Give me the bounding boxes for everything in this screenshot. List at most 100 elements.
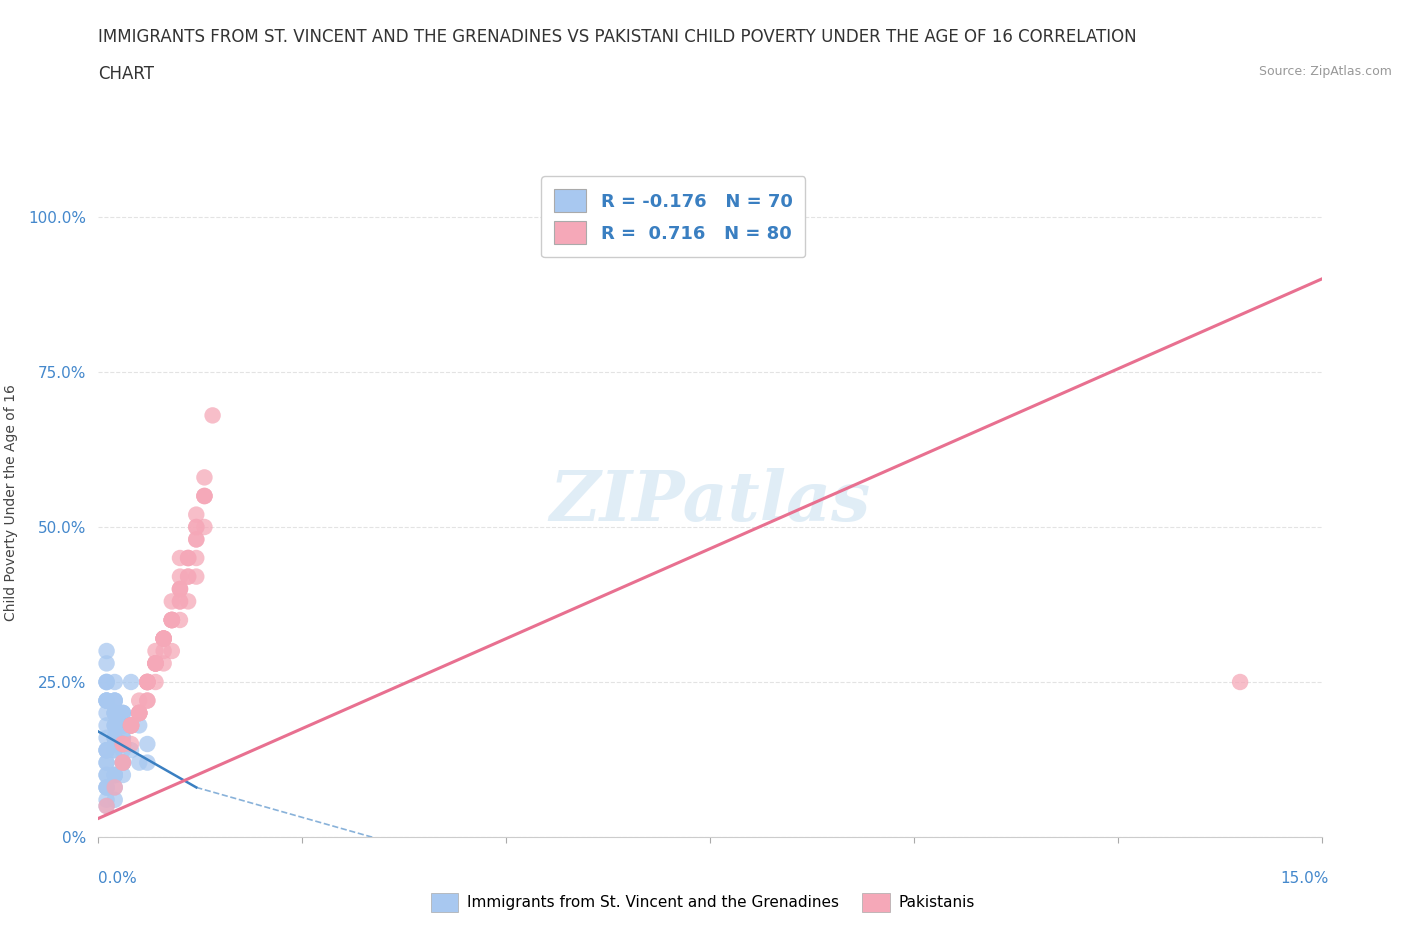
- Point: [120, 718, 142, 733]
- Point: [104, 706, 127, 721]
- Point: [128, 706, 150, 721]
- Point: [186, 569, 208, 584]
- Y-axis label: Child Poverty Under the Age of 16: Child Poverty Under the Age of 16: [3, 384, 17, 620]
- Point: [96, 767, 118, 782]
- Point: [120, 718, 142, 733]
- Point: [111, 737, 134, 751]
- Point: [145, 644, 167, 658]
- Point: [160, 613, 183, 628]
- Point: [128, 706, 150, 721]
- Point: [111, 767, 134, 782]
- Point: [186, 507, 208, 522]
- Point: [104, 737, 127, 751]
- Point: [96, 799, 118, 814]
- Point: [104, 718, 127, 733]
- Point: [145, 656, 167, 671]
- Point: [104, 780, 127, 795]
- Point: [120, 718, 142, 733]
- Point: [160, 613, 183, 628]
- Point: [96, 743, 118, 758]
- Point: [111, 718, 134, 733]
- Point: [104, 718, 127, 733]
- Text: Source: ZipAtlas.com: Source: ZipAtlas.com: [1258, 65, 1392, 78]
- Point: [177, 569, 200, 584]
- Point: [152, 644, 174, 658]
- Point: [128, 755, 150, 770]
- Point: [96, 755, 118, 770]
- Point: [136, 674, 159, 689]
- Legend: Immigrants from St. Vincent and the Grenadines, Pakistanis: Immigrants from St. Vincent and the Gren…: [425, 887, 981, 918]
- Point: [104, 743, 127, 758]
- Point: [96, 644, 118, 658]
- Point: [104, 730, 127, 745]
- Point: [128, 706, 150, 721]
- Point: [145, 656, 167, 671]
- Point: [160, 613, 183, 628]
- Point: [136, 737, 159, 751]
- Point: [136, 674, 159, 689]
- Point: [128, 718, 150, 733]
- Point: [104, 693, 127, 708]
- Point: [104, 674, 127, 689]
- Text: CHART: CHART: [98, 65, 155, 83]
- Text: ZIPatlas: ZIPatlas: [550, 469, 870, 536]
- Point: [96, 674, 118, 689]
- Point: [104, 780, 127, 795]
- Point: [96, 706, 118, 721]
- Point: [111, 706, 134, 721]
- Point: [177, 551, 200, 565]
- Point: [160, 613, 183, 628]
- Point: [96, 674, 118, 689]
- Point: [111, 706, 134, 721]
- Point: [177, 594, 200, 609]
- Point: [128, 706, 150, 721]
- Point: [104, 767, 127, 782]
- Point: [186, 520, 208, 535]
- Point: [193, 520, 215, 535]
- Point: [111, 755, 134, 770]
- Point: [160, 644, 183, 658]
- Point: [96, 656, 118, 671]
- Text: IMMIGRANTS FROM ST. VINCENT AND THE GRENADINES VS PAKISTANI CHILD POVERTY UNDER : IMMIGRANTS FROM ST. VINCENT AND THE GREN…: [98, 28, 1137, 46]
- Point: [104, 767, 127, 782]
- Point: [104, 730, 127, 745]
- Point: [152, 631, 174, 646]
- Point: [96, 792, 118, 807]
- Point: [201, 408, 224, 423]
- Point: [96, 674, 118, 689]
- Point: [104, 706, 127, 721]
- Point: [186, 532, 208, 547]
- Point: [96, 799, 118, 814]
- Point: [160, 594, 183, 609]
- Point: [186, 532, 208, 547]
- Point: [120, 718, 142, 733]
- Point: [96, 693, 118, 708]
- Point: [111, 737, 134, 751]
- Point: [96, 780, 118, 795]
- Point: [177, 551, 200, 565]
- Point: [193, 488, 215, 503]
- Point: [96, 743, 118, 758]
- Point: [169, 551, 191, 565]
- Point: [111, 730, 134, 745]
- Point: [145, 656, 167, 671]
- Point: [96, 780, 118, 795]
- Point: [145, 656, 167, 671]
- Point: [1229, 674, 1251, 689]
- Point: [104, 693, 127, 708]
- Point: [111, 737, 134, 751]
- Point: [177, 551, 200, 565]
- Point: [152, 656, 174, 671]
- Point: [169, 581, 191, 596]
- Point: [104, 730, 127, 745]
- Point: [136, 674, 159, 689]
- Point: [169, 613, 191, 628]
- Point: [104, 743, 127, 758]
- Point: [111, 755, 134, 770]
- Point: [111, 706, 134, 721]
- Point: [128, 706, 150, 721]
- Point: [104, 706, 127, 721]
- Point: [186, 551, 208, 565]
- Point: [145, 674, 167, 689]
- Text: 15.0%: 15.0%: [1281, 871, 1329, 886]
